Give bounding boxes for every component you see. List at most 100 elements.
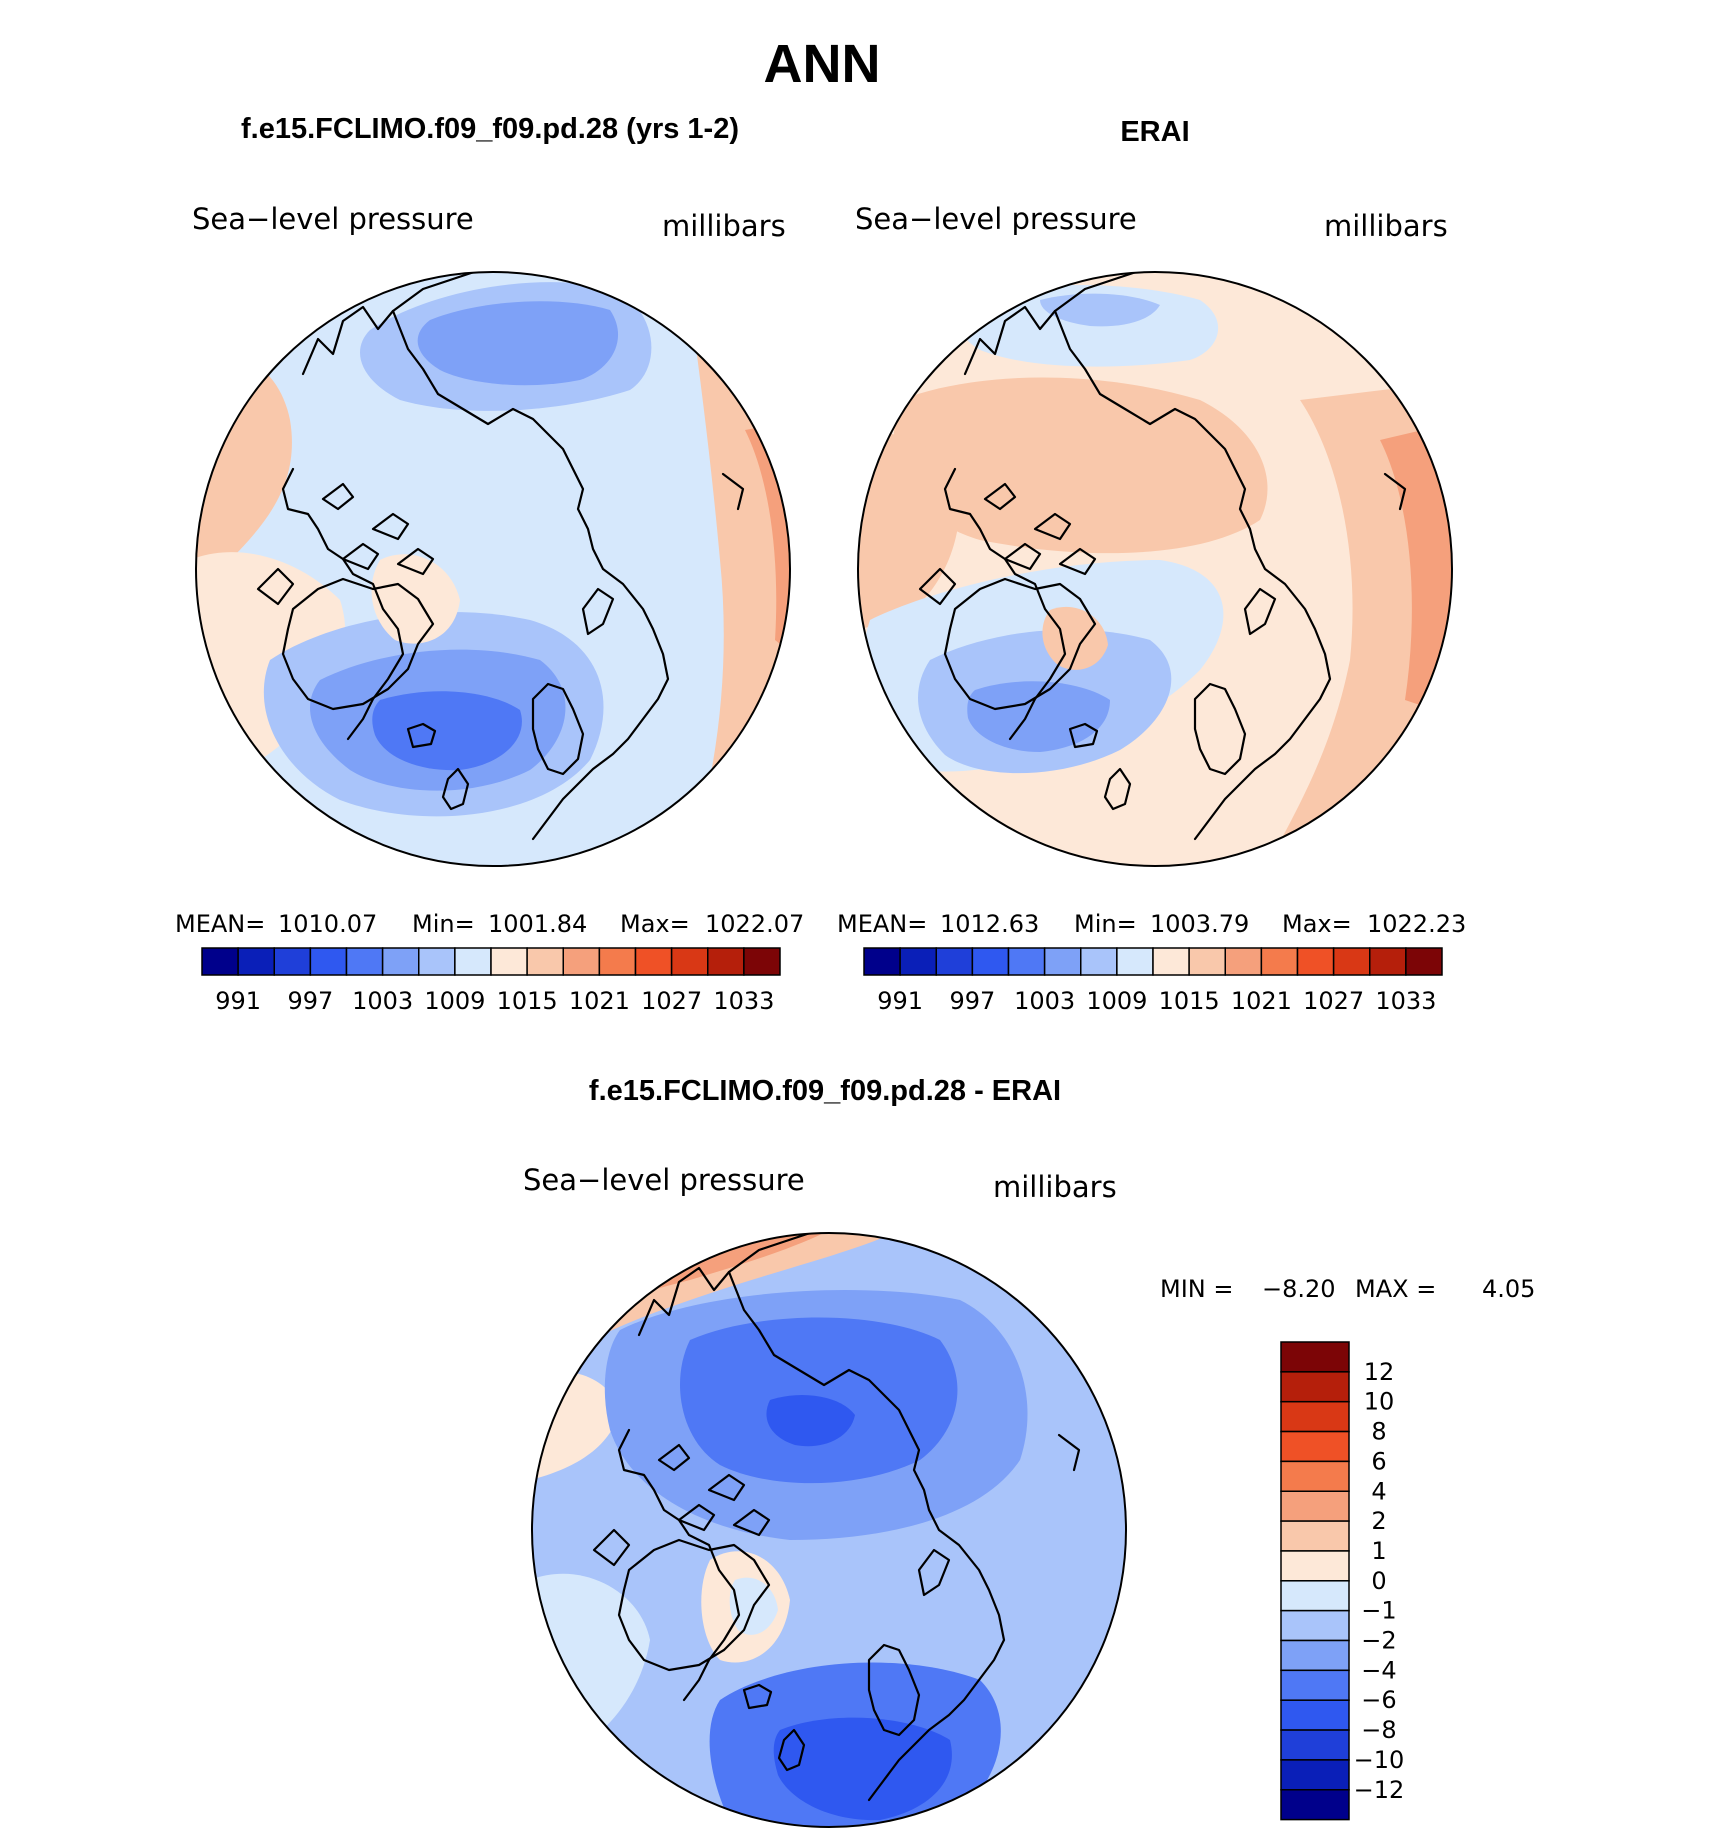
colorbar-model-swatch — [598, 947, 637, 976]
colorbar-diff-swatch — [1280, 1400, 1350, 1433]
colorbar-erai-tick-label: 997 — [949, 987, 995, 1015]
region-southeast-light — [997, 1592, 1126, 1827]
colorbar-diff-swatch — [1280, 1520, 1350, 1552]
min-value: 1001.84 — [488, 910, 587, 938]
panel-model-map — [196, 272, 790, 866]
colorbar-erai-tick-label: 1021 — [1231, 987, 1292, 1015]
region-arctic-negative-core — [766, 1395, 855, 1447]
colorbar-model-swatch — [381, 947, 420, 976]
colorbar-diff-swatch — [1280, 1490, 1350, 1522]
colorbar-model-tick-label: 1033 — [713, 987, 774, 1015]
colorbar-model-swatch — [237, 947, 275, 976]
colorbar-erai-tick-label: 1009 — [1086, 987, 1147, 1015]
colorbar-erai-tick-label: 1027 — [1303, 987, 1364, 1015]
region-icelandic-low-core — [967, 681, 1110, 752]
panel-model-title: f.e15.FCLIMO.f09_f09.pd.28 (yrs 1-2) — [241, 113, 739, 145]
colorbar-erai-swatch — [1332, 947, 1371, 976]
colorbar-erai-swatch — [899, 947, 937, 976]
panel-diff-variable: Sea−level pressure — [523, 1163, 805, 1197]
colorbar-erai-swatch — [971, 947, 1010, 976]
colorbar-model-tick-label: 1015 — [497, 987, 558, 1015]
colorbar-erai-tick-label: 991 — [877, 987, 923, 1015]
mean-value: 1012.63 — [940, 910, 1039, 938]
colorbar-diff-swatch — [1280, 1371, 1350, 1403]
region-north-high — [893, 377, 1268, 554]
colorbar-diff-tick-label: −1 — [1361, 1597, 1396, 1625]
colorbar-diff-tick-label: 8 — [1371, 1418, 1386, 1446]
colorbar-model-swatch — [490, 947, 528, 976]
colorbar-diff-tick-label: 6 — [1371, 1447, 1386, 1475]
panel-erai-stats: MEAN= 1012.63 Min= 1003.79 Max= 1022.23 — [837, 910, 1466, 938]
panel-model: f.e15.FCLIMO.f09_f09.pd.28 (yrs 1-2) Sea… — [175, 113, 804, 1015]
colorbar-model-swatch — [743, 947, 781, 976]
colorbar-diff-tick-label: 2 — [1371, 1507, 1386, 1535]
colorbar-model-tick-label: 1003 — [352, 987, 413, 1015]
panel-erai: ERAI Sea−level pressure millibars MEAN= … — [837, 116, 1466, 1015]
colorbar-model-swatch — [345, 947, 384, 976]
colorbar-model-swatch — [273, 947, 312, 976]
panel-model-units: millibars — [662, 209, 786, 243]
max-value: 1022.07 — [705, 910, 804, 938]
region-atlantic-negative-core — [773, 1717, 952, 1821]
colorbar-diff-swatch — [1280, 1759, 1350, 1791]
colorbar-erai-swatch — [1405, 947, 1443, 976]
mean-label: MEAN= — [837, 910, 927, 938]
figure-title: ANN — [764, 34, 881, 94]
colorbar-diff-tick-label: −10 — [1354, 1746, 1405, 1774]
colorbar-erai-swatch — [1080, 947, 1118, 976]
max-label: Max= — [1282, 910, 1352, 938]
panel-model-variable: Sea−level pressure — [192, 202, 474, 236]
colorbar-diff-swatch — [1280, 1669, 1350, 1701]
colorbar-model-tick-label: 1021 — [569, 987, 630, 1015]
min-label: Min= — [1074, 910, 1137, 938]
colorbar-erai-swatch — [1152, 947, 1190, 976]
colorbar-diff-tick-label: −4 — [1361, 1656, 1396, 1684]
max-value: 4.05 — [1482, 1275, 1535, 1303]
panel-model-stats: MEAN= 1010.07 Min= 1001.84 Max= 1022.07 — [175, 910, 804, 938]
panel-diff: f.e15.FCLIMO.f09_f09.pd.28 - ERAI Sea−le… — [523, 1075, 1535, 1828]
colorbar-diff-tick-label: 4 — [1371, 1477, 1386, 1505]
panel-erai-boundary — [857, 271, 1453, 867]
panel-erai-map — [858, 272, 1452, 866]
min-value: 1003.79 — [1150, 910, 1249, 938]
colorbar-model-tick-label: 991 — [215, 987, 261, 1015]
panel-diff-boundary — [531, 1232, 1127, 1828]
colorbar-diff-swatch — [1280, 1550, 1350, 1582]
region-greenland-high — [1042, 606, 1108, 670]
colorbar-model-swatch — [670, 947, 709, 976]
colorbar-model-swatch — [526, 947, 564, 976]
colorbar-diff-tick-label: −6 — [1361, 1686, 1396, 1714]
panel-model-colorbar: 991 997 1003 1009 1015 1021 1027 1033 — [201, 947, 781, 1015]
colorbar-erai-swatch — [935, 947, 974, 976]
colorbar-diff-tick-label: −8 — [1361, 1716, 1396, 1744]
colorbar-model-tick-label: 1009 — [424, 987, 485, 1015]
colorbar-erai-swatch — [1043, 947, 1082, 976]
colorbar-diff-swatch — [1280, 1341, 1350, 1373]
colorbar-diff-tick-label: 1 — [1371, 1537, 1386, 1565]
colorbar-diff-tick-label: 12 — [1364, 1358, 1395, 1386]
min-value: −8.20 — [1262, 1275, 1336, 1303]
colorbar-model-tick-label: 1027 — [641, 987, 702, 1015]
panel-diff-units: millibars — [993, 1170, 1117, 1204]
colorbar-erai-tick-label: 1015 — [1159, 987, 1220, 1015]
region-bering-low — [1040, 293, 1160, 327]
colorbar-model-swatch — [201, 947, 239, 976]
colorbar-diff-swatch — [1280, 1609, 1350, 1642]
panel-diff-title: f.e15.FCLIMO.f09_f09.pd.28 - ERAI — [589, 1075, 1061, 1107]
colorbar-erai-swatch — [1260, 947, 1299, 976]
colorbar-model-swatch — [418, 947, 456, 976]
colorbar-diff-tick-label: −12 — [1354, 1776, 1405, 1804]
colorbar-erai-tick-label: 1033 — [1375, 987, 1436, 1015]
colorbar-erai-swatch — [1007, 947, 1046, 976]
colorbar-diff-tick-label: −2 — [1361, 1627, 1396, 1655]
min-label: MIN = — [1160, 1275, 1233, 1303]
colorbar-erai-tick-label: 1003 — [1014, 987, 1075, 1015]
mean-value: 1010.07 — [278, 910, 377, 938]
max-label: MAX = — [1355, 1275, 1436, 1303]
region-west-high — [858, 433, 960, 630]
max-value: 1022.23 — [1367, 910, 1466, 938]
colorbar-diff-swatch — [1280, 1729, 1350, 1761]
colorbar-diff-tick-label: 10 — [1364, 1388, 1395, 1416]
